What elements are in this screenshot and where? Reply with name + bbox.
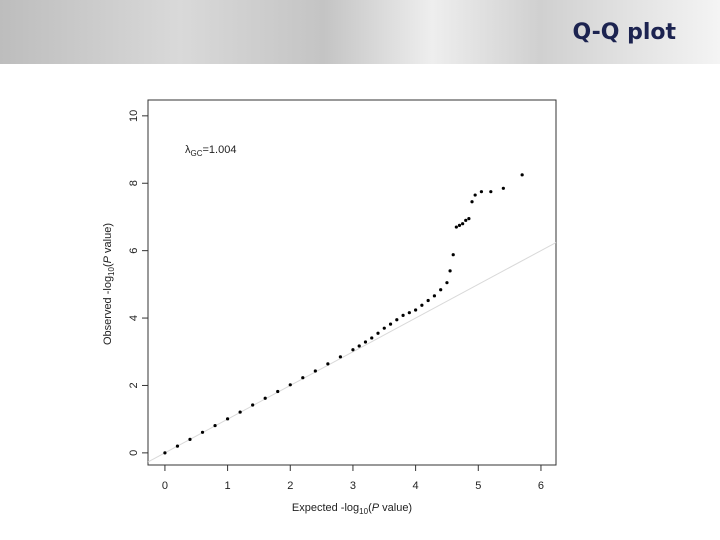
point bbox=[200, 430, 205, 434]
point bbox=[338, 355, 343, 359]
point bbox=[432, 294, 437, 298]
point bbox=[445, 281, 449, 285]
x-tick-label: 6 bbox=[538, 480, 544, 492]
point bbox=[263, 396, 267, 400]
label-part: Observed -log bbox=[102, 276, 114, 345]
label-part: P bbox=[372, 502, 380, 514]
x-tick-label: 1 bbox=[225, 480, 231, 492]
point bbox=[454, 225, 458, 229]
label-part: P bbox=[102, 255, 114, 263]
label-part: 10 bbox=[359, 507, 368, 516]
point bbox=[251, 403, 255, 407]
label-part: value) bbox=[379, 502, 412, 514]
point bbox=[301, 376, 305, 380]
point bbox=[479, 190, 484, 194]
point bbox=[461, 222, 465, 226]
y-tick-label: 4 bbox=[128, 315, 140, 321]
point bbox=[401, 313, 405, 317]
point bbox=[414, 308, 418, 312]
y-axis-label: Observed -log10(P value) bbox=[102, 223, 116, 345]
label-part: value) bbox=[102, 223, 114, 256]
x-tick-label: 2 bbox=[287, 480, 293, 492]
point bbox=[382, 326, 386, 330]
annotation-text: =1.004 bbox=[203, 144, 237, 156]
y-tick-label: 2 bbox=[128, 382, 140, 388]
x-tick-label: 3 bbox=[350, 480, 356, 492]
point bbox=[439, 288, 443, 292]
point bbox=[464, 218, 468, 222]
label-part: ( bbox=[102, 263, 114, 267]
annotation-subscript: GC bbox=[191, 149, 203, 158]
y-tick-label: 8 bbox=[128, 180, 140, 186]
point bbox=[276, 389, 280, 394]
point bbox=[420, 303, 424, 307]
plot-frame bbox=[147, 99, 557, 466]
point bbox=[225, 417, 230, 421]
point bbox=[376, 331, 380, 335]
point bbox=[448, 269, 452, 273]
point bbox=[451, 253, 455, 257]
annotation: λGC=1.004 bbox=[185, 144, 236, 158]
point bbox=[407, 311, 411, 315]
point bbox=[163, 451, 167, 455]
point bbox=[288, 383, 292, 387]
y-tick-label: 0 bbox=[128, 450, 140, 456]
x-axis-label: Expected -log10(P value) bbox=[292, 502, 412, 516]
point bbox=[520, 173, 524, 177]
point bbox=[213, 423, 217, 428]
point bbox=[370, 336, 374, 340]
point bbox=[188, 437, 192, 441]
label-part: ( bbox=[368, 502, 372, 514]
point bbox=[363, 340, 368, 344]
y-tick-label: 10 bbox=[128, 110, 140, 122]
point bbox=[426, 298, 430, 303]
point bbox=[313, 369, 317, 373]
point bbox=[489, 190, 493, 194]
point bbox=[473, 193, 477, 197]
point bbox=[326, 362, 330, 366]
point bbox=[501, 186, 505, 190]
x-tick-label: 5 bbox=[475, 480, 481, 492]
x-tick-label: 4 bbox=[413, 480, 419, 492]
label-part: 10 bbox=[107, 266, 116, 275]
header-banner bbox=[0, 0, 720, 64]
point bbox=[470, 200, 474, 204]
annotation-symbol: λ bbox=[185, 144, 191, 156]
y-tick-label: 6 bbox=[128, 248, 140, 254]
point bbox=[357, 344, 361, 348]
point bbox=[238, 410, 242, 414]
slide-title: Q-Q plot bbox=[572, 20, 676, 45]
point bbox=[395, 318, 399, 322]
point bbox=[467, 217, 471, 221]
point bbox=[388, 322, 393, 326]
point bbox=[351, 348, 355, 352]
label-part: Expected -log bbox=[292, 502, 359, 514]
point bbox=[175, 444, 180, 448]
reference-line bbox=[147, 242, 557, 463]
x-tick-label: 0 bbox=[162, 480, 168, 492]
point bbox=[457, 223, 462, 227]
